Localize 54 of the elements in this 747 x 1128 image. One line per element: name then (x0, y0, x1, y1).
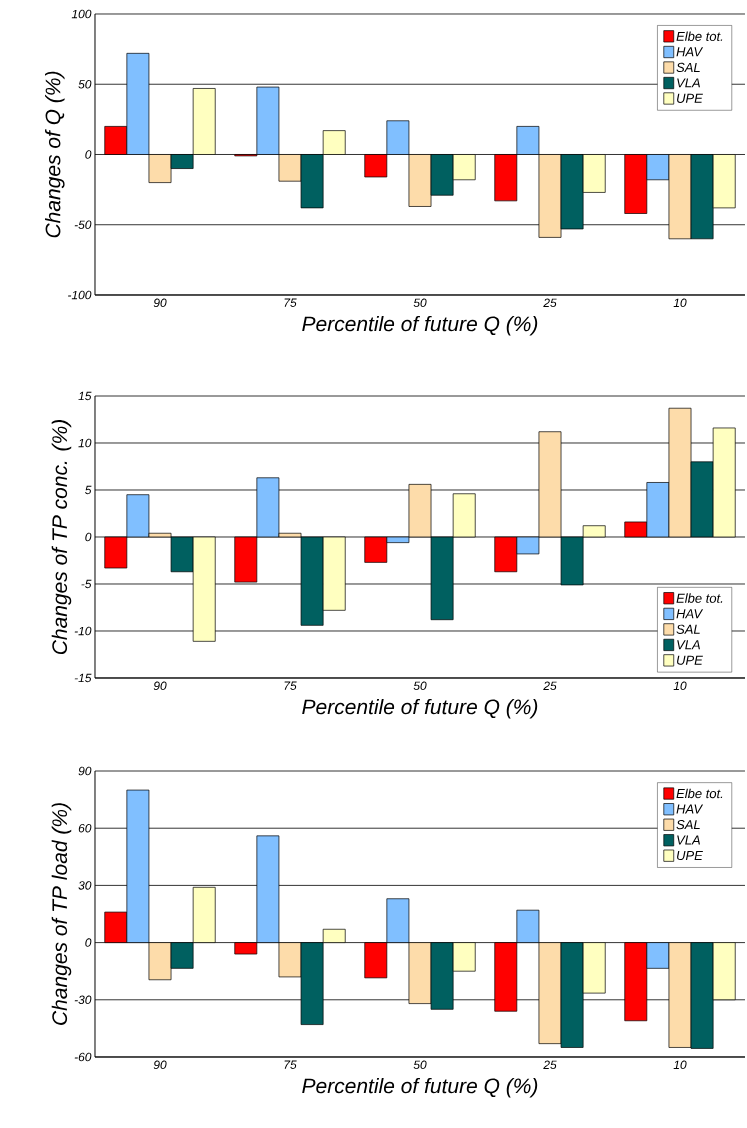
x-tick-label: 90 (153, 681, 167, 691)
y-tick-label: 15 (78, 391, 92, 401)
y-tick-label: -50 (74, 220, 92, 229)
y-tick-label: 100 (71, 9, 92, 19)
legend-label: SAL (676, 820, 700, 830)
legend-label: Elbe tot. (676, 788, 723, 799)
legend-label: UPE (677, 93, 703, 103)
y-tick-label: -30 (74, 995, 92, 1005)
x-tick-label: 75 (284, 1060, 297, 1069)
legend-label: Elbe tot. (676, 593, 723, 603)
legend-label: SAL (676, 624, 700, 634)
legend-label: UPE (677, 851, 703, 861)
y-tick-label: 0 (85, 150, 92, 159)
y-tick-label: 5 (85, 485, 92, 495)
legend-label: Elbe tot. (676, 31, 723, 41)
legend-label: VLA (677, 640, 700, 650)
y-tick-label: 50 (78, 80, 92, 89)
y-tick-label: 0 (85, 532, 92, 542)
y-tick-label: 60 (78, 823, 92, 833)
legend-label: UPE (677, 655, 703, 665)
legend-label: HAV (676, 47, 704, 57)
y-axis-title: Changes of TP load (%) (51, 803, 72, 1025)
legend-label: VLA (677, 78, 700, 88)
x-tick-label: 25 (543, 298, 557, 308)
x-tick-label: 50 (413, 681, 427, 691)
legend-label: HAV (676, 804, 704, 814)
x-tick-label: 10 (673, 1060, 687, 1070)
legend-label: VLA (677, 835, 700, 845)
y-axis-title: Changes of TP conc. (%) (51, 420, 72, 655)
y-tick-label: 90 (78, 766, 92, 776)
x-tick-label: 50 (413, 1060, 427, 1070)
x-tick-label: 10 (673, 681, 687, 691)
y-tick-label: -15 (74, 673, 92, 683)
x-tick-label: 10 (673, 298, 687, 308)
y-tick-label: -5 (81, 579, 92, 589)
x-tick-label: 25 (543, 1060, 557, 1070)
legend-label: SAL (676, 62, 700, 72)
x-axis-title: Percentile of future Q (%) (302, 1077, 538, 1098)
legend-label: HAV (676, 609, 704, 619)
x-tick-label: 90 (153, 298, 167, 308)
y-tick-label: 30 (78, 881, 92, 890)
x-tick-label: 75 (284, 681, 297, 690)
x-tick-label: 90 (153, 1060, 167, 1070)
x-axis-title: Percentile of future Q (%) (302, 698, 538, 719)
x-tick-label: 50 (413, 298, 427, 308)
y-tick-label: 10 (78, 438, 92, 448)
x-tick-label: 25 (543, 681, 557, 691)
y-axis-title: Changes of Q (%) (45, 71, 65, 238)
y-tick-label: -60 (74, 1052, 92, 1062)
x-axis-title: Percentile of future Q (%) (302, 315, 538, 336)
y-tick-label: 0 (85, 938, 92, 947)
y-tick-label: -10 (74, 626, 92, 636)
x-tick-label: 75 (284, 298, 297, 307)
y-tick-label: -100 (68, 290, 92, 300)
